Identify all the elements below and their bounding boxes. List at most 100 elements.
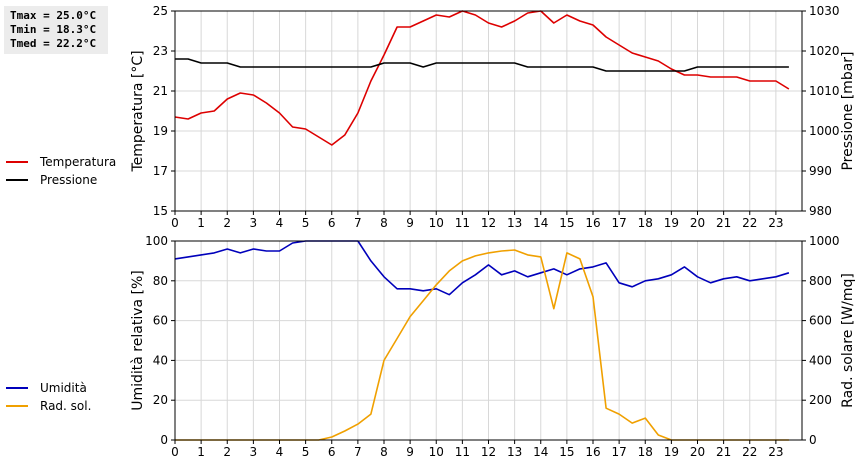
y2-tick-label: 1030: [809, 4, 840, 18]
y2-tick-label: 800: [809, 274, 832, 288]
x-tick-label: 22: [742, 216, 757, 230]
x-tick-label: 0: [171, 216, 179, 230]
y-axis-title: Umidità relativa [%]: [130, 270, 146, 411]
y-tick-label: 25: [153, 4, 168, 18]
y2-tick-label: 200: [809, 393, 832, 407]
x-tick-label: 3: [250, 445, 258, 459]
x-tick-label: 7: [354, 445, 362, 459]
legend-label-umidita: Umidità: [40, 381, 87, 395]
legend-top: Temperatura Pressione: [6, 153, 116, 189]
x-tick-label: 16: [585, 216, 600, 230]
x-tick-label: 5: [302, 216, 310, 230]
y2-tick-label: 400: [809, 353, 832, 367]
series-line-pressione: [175, 58, 789, 72]
legend-item-temperatura: Temperatura: [6, 153, 116, 171]
x-tick-label: 18: [638, 445, 653, 459]
x-tick-label: 2: [223, 216, 231, 230]
y2-tick-label: 1020: [809, 44, 840, 58]
x-tick-label: 16: [585, 445, 600, 459]
x-tick-label: 0: [171, 445, 179, 459]
x-tick-label: 21: [716, 216, 731, 230]
legend-item-umidita: Umidità: [6, 379, 91, 397]
x-tick-label: 17: [611, 445, 626, 459]
x-tick-label: 23: [768, 445, 783, 459]
x-tick-label: 1: [197, 216, 205, 230]
chart-panel-1: 0 1 2 3 4 5 6 7 8 9 10 11 12 13 14 15 16 17 18 19 20 21 22 2315…: [130, 4, 856, 230]
stats-box: Tmax = 25.0°C Tmin = 18.3°C Tmed = 22.2°…: [4, 6, 108, 54]
x-tick-label: 19: [664, 216, 679, 230]
legend-swatch-radiazione: [6, 405, 28, 407]
y-axis-title: Temperatura [°C]: [130, 50, 146, 172]
x-tick-label: 5: [302, 445, 310, 459]
x-tick-label: 7: [354, 216, 362, 230]
x-tick-label: 13: [507, 216, 522, 230]
y-tick-label: 23: [153, 44, 168, 58]
y-tick-label: 60: [153, 314, 168, 328]
x-tick-label: 15: [559, 445, 574, 459]
y2-tick-label: 1000: [809, 124, 840, 138]
y2-tick-label: 1000: [809, 234, 840, 248]
y-tick-label: 80: [153, 274, 168, 288]
y-tick-label: 40: [153, 353, 168, 367]
legend-label-temperatura: Temperatura: [40, 155, 117, 169]
y-tick-label: 100: [145, 234, 168, 248]
y2-tick-label: 0: [809, 433, 817, 447]
x-tick-label: 15: [559, 216, 574, 230]
y2-tick-label: 990: [809, 164, 832, 178]
x-tick-label: 6: [328, 445, 336, 459]
stat-tmax: Tmax = 25.0°C: [10, 9, 97, 22]
legend-item-radiazione: Rad. sol.: [6, 397, 91, 415]
x-tick-label: 8: [380, 216, 388, 230]
legend-label-radiazione: Rad. sol.: [40, 399, 92, 413]
legend-item-pressione: Pressione: [6, 171, 116, 189]
x-tick-label: 10: [429, 445, 444, 459]
x-tick-label: 20: [690, 445, 705, 459]
y-tick-label: 0: [160, 433, 168, 447]
x-tick-label: 13: [507, 445, 522, 459]
x-tick-label: 14: [533, 445, 548, 459]
x-tick-label: 19: [664, 445, 679, 459]
y2-tick-label: 600: [809, 314, 832, 328]
y-tick-label: 20: [153, 393, 168, 407]
legend-swatch-pressione: [6, 179, 28, 181]
x-tick-label: 14: [533, 216, 548, 230]
x-tick-label: 23: [768, 216, 783, 230]
x-tick-label: 9: [406, 216, 414, 230]
stat-tmin: Tmin = 18.3°C: [10, 23, 97, 36]
legend-swatch-umidita: [6, 387, 28, 389]
y2-tick-label: 1010: [809, 84, 840, 98]
y-tick-label: 21: [153, 84, 168, 98]
x-tick-label: 18: [638, 216, 653, 230]
y-tick-label: 19: [153, 124, 168, 138]
legend-bottom: Umidità Rad. sol.: [6, 379, 91, 415]
legend-swatch-temperatura: [6, 161, 28, 163]
y-tick-label: 15: [153, 204, 168, 218]
x-tick-label: 12: [481, 216, 496, 230]
x-tick-label: 12: [481, 445, 496, 459]
x-tick-label: 4: [276, 216, 284, 230]
x-tick-label: 9: [406, 445, 414, 459]
x-tick-label: 8: [380, 445, 388, 459]
y2-tick-label: 980: [809, 204, 832, 218]
x-tick-label: 1: [197, 445, 205, 459]
legend-label-pressione: Pressione: [40, 173, 98, 187]
x-tick-label: 10: [429, 216, 444, 230]
x-tick-label: 6: [328, 216, 336, 230]
series-line-umidita: [174, 240, 790, 296]
series-line-radiazione: [175, 249, 789, 441]
y-tick-label: 17: [153, 164, 168, 178]
x-tick-label: 22: [742, 445, 757, 459]
x-tick-label: 3: [250, 216, 258, 230]
y2-axis-title: Pressione [mbar]: [840, 51, 856, 170]
x-tick-label: 2: [223, 445, 231, 459]
x-tick-label: 20: [690, 216, 705, 230]
x-tick-label: 11: [455, 216, 470, 230]
x-tick-label: 11: [455, 445, 470, 459]
series-line-temperatura: [174, 10, 790, 146]
x-tick-label: 17: [611, 216, 626, 230]
chart-panel-2: 0 1 2 3 4 5 6 7 8 9 10 11 12 13 14 15 16 17 18 19 20 21 22 2302…: [130, 234, 856, 459]
x-tick-label: 4: [276, 445, 284, 459]
x-tick-label: 21: [716, 445, 731, 459]
stat-tmed: Tmed = 22.2°C: [10, 37, 97, 50]
